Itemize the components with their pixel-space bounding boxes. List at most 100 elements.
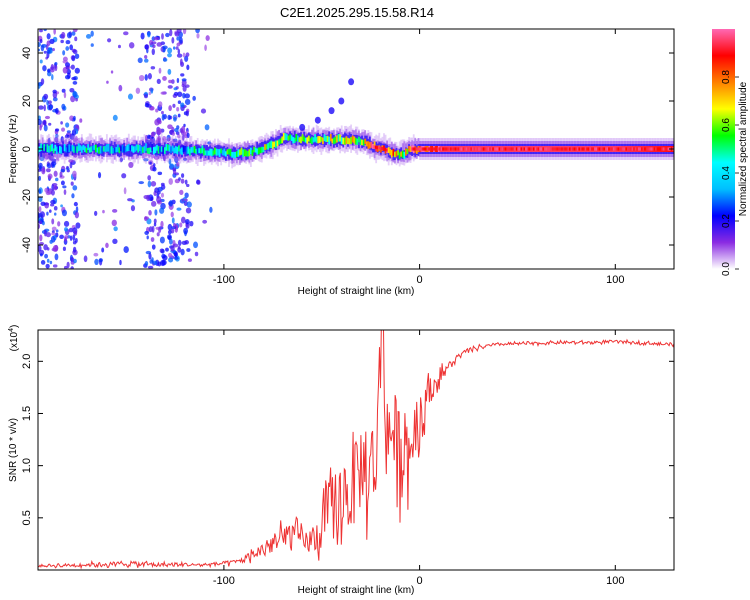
spectrogram-cell	[559, 147, 562, 151]
spectrogram-cell	[570, 147, 573, 151]
spectrogram-cell	[525, 147, 527, 151]
spectrogram-cell	[193, 241, 199, 249]
spectrogram-cell	[70, 64, 75, 70]
spectrogram-cell	[435, 147, 438, 151]
spectrogram-cell	[406, 148, 409, 155]
spectrogram-cell	[600, 147, 603, 151]
spectrogram-cell	[184, 219, 190, 225]
spectrogram-cell	[354, 137, 357, 145]
spectrogram-cell	[195, 29, 200, 34]
spectrogram-cell	[159, 236, 165, 244]
spectrogram-cell	[459, 147, 462, 151]
spectrogram-cell	[514, 147, 516, 151]
spectrogram-cell	[70, 257, 75, 262]
spectrogram-cell	[174, 156, 179, 164]
spectrogram-cell	[498, 147, 501, 151]
spectrogram-cell	[204, 124, 210, 131]
spectrogram-cell	[642, 147, 645, 151]
spectrogram-cell	[253, 146, 255, 153]
spectrogram-cell	[185, 222, 190, 229]
spectrogram-cell	[509, 147, 512, 151]
spectrogram-cell	[348, 138, 351, 145]
spectrogram-cell	[167, 47, 173, 54]
spectrogram-cell	[173, 117, 177, 122]
spectrogram-cell	[578, 147, 581, 151]
spectrogram-cell	[39, 39, 43, 44]
spectrogram-cell	[150, 131, 155, 139]
spectrogram-cell	[60, 147, 63, 154]
spectrogram-cell	[168, 79, 172, 84]
spectrogram-cell	[84, 146, 86, 152]
spectrogram-cell	[160, 91, 166, 95]
spectrogram-cell	[46, 49, 51, 54]
spectrogram-cell	[131, 145, 133, 152]
spectrogram-cell	[168, 144, 171, 152]
spectrogram-cell	[155, 108, 159, 113]
spectrogram-cell	[163, 147, 166, 154]
spectrogram-cell	[586, 147, 589, 151]
spectrogram-cell	[74, 67, 80, 74]
spectrogram-cell	[46, 144, 49, 153]
spectrogram-cell	[462, 147, 465, 151]
spectrogram-y-label: Frequency (Hz)	[8, 115, 19, 184]
spectrogram-cell	[43, 93, 49, 100]
spectrogram-cell	[609, 147, 612, 151]
spectrogram-cell	[234, 151, 237, 159]
spectrogram-cell	[62, 185, 67, 189]
spectrogram-cell	[475, 147, 477, 151]
spectrogram-cell	[153, 155, 160, 160]
spectrogram-cell	[160, 220, 164, 228]
spectrogram-cell	[298, 137, 301, 143]
spectrogram-cell	[168, 178, 173, 185]
spectrogram-cell	[43, 50, 47, 54]
spectrogram-cell	[51, 161, 57, 166]
spectrogram-panel: -100 0 100 -40 -20 0 20 40 Height of straight …	[8, 28, 675, 297]
spectrogram-cell	[65, 122, 70, 128]
spectrogram-cell	[196, 32, 200, 39]
spectrogram-cell	[614, 147, 617, 151]
spectrogram-cell	[171, 217, 175, 224]
spectrogram-cell	[392, 148, 395, 156]
spectrogram-cell	[39, 253, 43, 257]
spectrogram-cell	[71, 144, 74, 152]
spectrogram-cell	[74, 238, 78, 243]
spectrogram-cell	[185, 207, 192, 214]
spectrogram-cell	[617, 147, 620, 151]
spectrogram-cell	[637, 147, 640, 151]
spectrogram-cell	[264, 144, 266, 151]
spectrogram-cell	[204, 150, 207, 156]
spectrogram-cell	[72, 170, 77, 178]
spectrogram-cell	[170, 211, 174, 218]
spectrogram-cell	[664, 147, 667, 151]
spectrogram-cell	[381, 146, 383, 151]
spectrogram-cell	[38, 206, 42, 213]
spectrogram-cell	[72, 80, 78, 85]
spectrogram-cell	[38, 118, 42, 126]
spectrogram-cell	[167, 124, 173, 130]
spectrogram-cell	[636, 147, 639, 151]
spectrogram-cell	[314, 116, 321, 124]
spectrogram-cell	[75, 98, 78, 102]
spectrogram-cell	[144, 54, 148, 59]
x-tick-label: -100	[213, 274, 235, 286]
spectrogram-cell	[178, 177, 181, 181]
spectrogram-cell	[60, 180, 65, 186]
y-tick-label: 1.5	[21, 406, 33, 421]
spectrogram-cell	[159, 147, 162, 153]
spectrogram-cell	[157, 190, 161, 195]
spectrogram-cell	[40, 201, 46, 206]
spectrogram-cell	[256, 142, 259, 155]
colorbar-label: Normalized spectral amplitude	[738, 81, 749, 216]
spectrogram-cell	[117, 44, 121, 49]
spectrogram-cell	[328, 136, 331, 145]
spectrogram-cell	[576, 147, 579, 151]
spectrogram-cell	[177, 146, 180, 157]
spectrogram-cell	[228, 148, 230, 155]
spectrogram-cell	[387, 147, 390, 153]
spectrogram-cell	[48, 100, 52, 105]
spectrogram-cell	[154, 118, 160, 126]
spectrogram-cell	[481, 147, 484, 151]
spectrogram-cell	[44, 146, 47, 153]
spectrogram-cell	[172, 132, 175, 136]
spectrogram-cell	[156, 42, 163, 47]
